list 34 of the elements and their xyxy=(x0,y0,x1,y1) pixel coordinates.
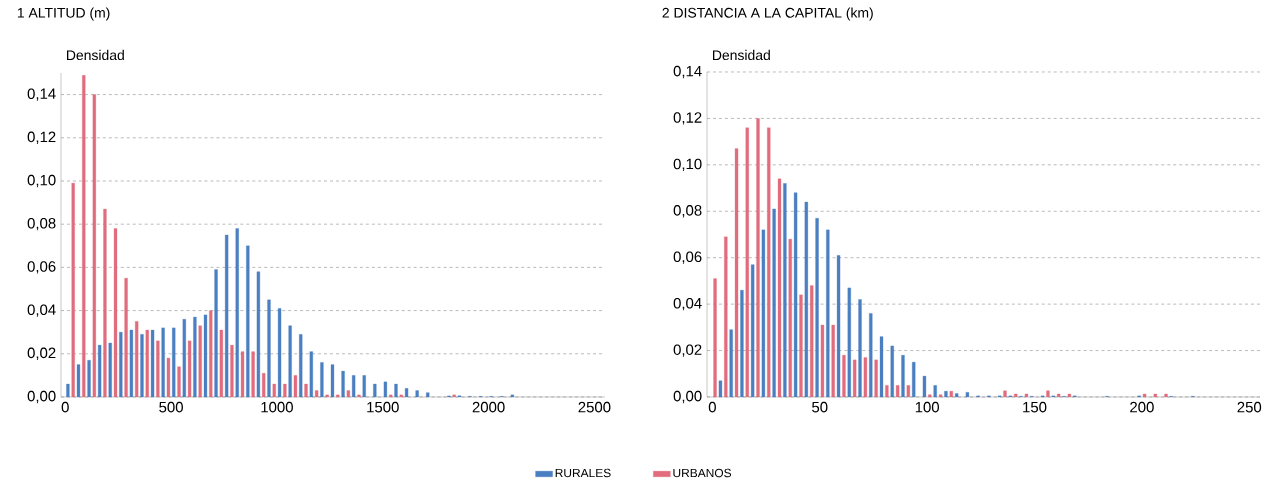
y-tick-label: 0,02 xyxy=(27,347,56,360)
y-tick-label: 0,12 xyxy=(27,131,56,144)
x-tick-label: 150 xyxy=(1023,401,1047,413)
y-tick-label: 0,02 xyxy=(673,344,702,357)
x-tick-label: 250 xyxy=(1237,401,1262,413)
x-tick-label: 2000 xyxy=(472,401,505,413)
chart-title: 2 DISTANCIA A LA CAPITAL (km) xyxy=(662,7,873,21)
x-tick-label: 2500 xyxy=(578,401,611,413)
y-tick-label: 0,14 xyxy=(673,65,702,79)
x-tick-label: 100 xyxy=(915,401,940,413)
y-tick-label: 0,00 xyxy=(27,390,56,404)
legend-label: RURALES xyxy=(555,468,611,478)
y-tick-label: 0,08 xyxy=(27,218,56,231)
x-tick-label: 1500 xyxy=(367,401,399,413)
y-tick-label: 0,08 xyxy=(673,205,702,218)
y-axis-title: Densidad xyxy=(67,49,124,61)
y-tick-label: 0,12 xyxy=(673,112,702,125)
y-tick-label: 0,06 xyxy=(673,251,702,264)
legend-label: URBANOS xyxy=(673,468,732,478)
y-tick-label: 0,06 xyxy=(27,261,56,274)
x-tick-label: 0 xyxy=(61,401,69,413)
y-axis-title: Densidad xyxy=(713,49,770,61)
y-tick-label: 0,04 xyxy=(27,304,56,317)
y-tick-label: 0,04 xyxy=(673,297,702,311)
y-tick-label: 0,14 xyxy=(27,88,56,101)
y-tick-label: 0,10 xyxy=(27,174,56,188)
x-tick-label: 200 xyxy=(1130,401,1154,413)
x-tick-label: 1000 xyxy=(261,401,293,413)
x-tick-label: 500 xyxy=(159,401,183,413)
y-tick-label: 0,00 xyxy=(673,390,702,404)
x-tick-label: 0 xyxy=(708,401,716,413)
x-tick-label: 50 xyxy=(812,401,828,413)
chart-title: 1 ALTITUD (m) xyxy=(17,7,110,21)
y-tick-label: 0,10 xyxy=(673,158,702,172)
